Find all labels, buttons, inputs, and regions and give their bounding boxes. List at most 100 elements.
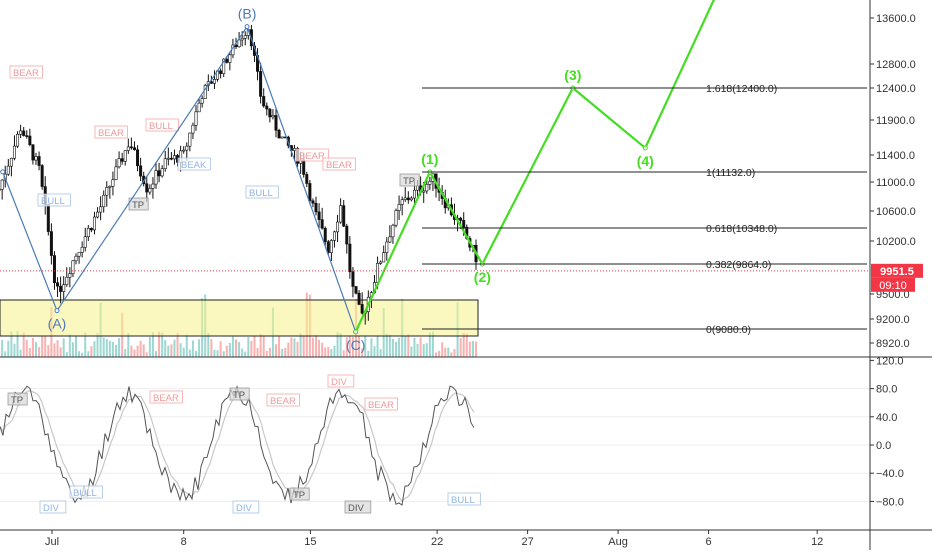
volume-bar (118, 338, 120, 357)
volume-bar (250, 341, 252, 357)
candle-body (346, 226, 348, 244)
volume-bar (78, 351, 80, 357)
candle-body (173, 155, 175, 158)
candle-body (386, 242, 388, 253)
volume-bar (103, 338, 105, 357)
volume-bar (69, 334, 71, 357)
price-tick-label: 10200.0 (876, 236, 916, 248)
volume-bar (41, 336, 43, 357)
volume-bar (253, 336, 255, 357)
candle-body (72, 261, 74, 274)
candle-body (266, 106, 268, 109)
candle-body (383, 253, 385, 262)
candle-body (392, 225, 394, 237)
volume-bar (466, 334, 468, 357)
volume-bar (198, 339, 200, 357)
countdown-label: 09:10 (879, 280, 907, 292)
time-tick-label: Aug (608, 536, 628, 548)
volume-bar (235, 339, 237, 357)
candle-body (121, 159, 123, 162)
candle-body (269, 109, 271, 117)
abc-wave-point (55, 309, 59, 313)
candle-body (10, 158, 12, 166)
osc-tick-label: −40.0 (876, 468, 904, 480)
volume-bar (318, 340, 320, 357)
volume-bar (66, 352, 68, 357)
time-tick-label: 8 (181, 536, 187, 548)
time-tick-label: 15 (304, 536, 316, 548)
impulse-wave-point (643, 146, 647, 150)
volume-bar (192, 340, 194, 357)
volume-bar (370, 338, 372, 357)
volume-bar (297, 342, 299, 357)
volume-bar (407, 334, 409, 357)
candle-body (192, 125, 194, 133)
volume-bar (460, 338, 462, 357)
candle-body (66, 277, 68, 284)
osc-signal-box-label: TP (233, 390, 245, 401)
volume-bar (127, 333, 129, 357)
volume-bar (133, 349, 135, 357)
candle-body (47, 205, 49, 232)
volume-bar (444, 348, 446, 357)
candle-body (115, 167, 117, 180)
volume-bar (395, 342, 397, 357)
candle-body (407, 198, 409, 200)
volume-bar (115, 345, 117, 357)
candle-body (324, 228, 326, 241)
candle-body (133, 148, 135, 150)
price-tick-label: 11000.0 (876, 177, 915, 189)
fib-level-label: 1(11132.0) (706, 167, 755, 179)
candle-body (315, 203, 317, 212)
volume-bar (373, 346, 375, 357)
volume-bar (7, 341, 9, 357)
volume-bar (146, 352, 148, 357)
candle-body (213, 79, 215, 83)
volume-bar (75, 336, 77, 357)
candle-body (164, 159, 166, 169)
candle-body (413, 190, 415, 198)
volume-bar (278, 337, 280, 357)
candle-body (96, 212, 98, 217)
candle-body (16, 134, 18, 146)
impulse-wave-label: (2) (474, 269, 491, 285)
candle-body (379, 262, 381, 263)
candle-body (130, 147, 132, 148)
fib-level-label: 1.618(12400.0) (706, 83, 777, 95)
volume-bar (149, 337, 151, 357)
candle-body (38, 156, 40, 165)
candle-body (275, 115, 277, 130)
volume-bar (333, 346, 335, 357)
candle-body (278, 130, 280, 138)
abc-wave-point (1, 170, 5, 174)
signal-box-label: TP (403, 176, 415, 187)
volume-bar (220, 341, 222, 357)
candle-body (201, 99, 203, 104)
osc-tick-label: 40.0 (876, 412, 897, 424)
volume-bar (29, 348, 31, 357)
signal-box-label: BEAK (181, 160, 207, 171)
volume-bar (44, 337, 46, 357)
volume-bar (173, 340, 175, 357)
volume-bar (257, 348, 259, 357)
candle-body (195, 112, 197, 125)
volume-bar (367, 351, 369, 357)
impulse-wave-label: (3) (564, 67, 581, 83)
volume-bar (420, 338, 422, 357)
volume-bar (266, 351, 268, 357)
candle-body (158, 171, 160, 176)
volume-bar (72, 342, 74, 357)
volume-bar (247, 337, 249, 357)
osc-signal-box-label: BULL (73, 488, 97, 499)
candle-body (244, 36, 246, 39)
volume-bar (60, 347, 62, 357)
volume-bar (284, 348, 286, 357)
candle-body (7, 166, 9, 174)
candle-body (312, 201, 314, 203)
volume-bar (315, 335, 317, 357)
candle-body (149, 188, 151, 192)
price-tick-label: 11400.0 (876, 150, 915, 162)
candle-body (35, 156, 37, 160)
